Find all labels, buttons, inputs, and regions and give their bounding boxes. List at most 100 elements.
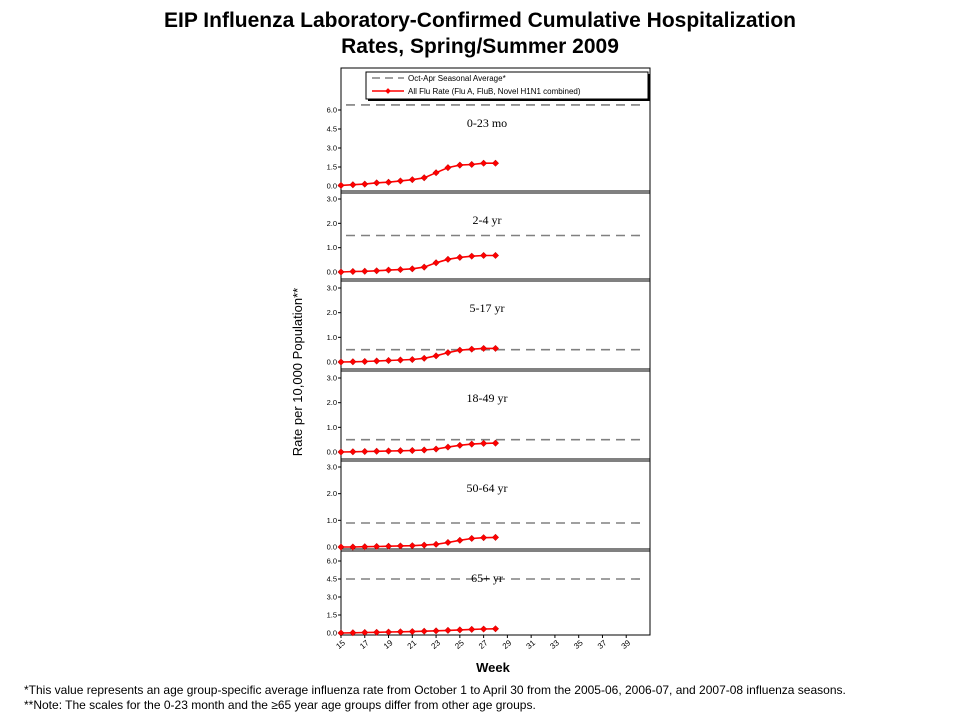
- chart-panels: 0.0 1.5 3.0 4.5 6.0 0-23 mo 0.0 1.0 2.0 3.0 2-4 yr…: [327, 67, 651, 638]
- all-flu-rate-point: [349, 629, 357, 637]
- all-flu-rate-point: [337, 358, 345, 366]
- x-tick-label: 21: [406, 638, 419, 651]
- all-flu-rate-point: [349, 268, 357, 275]
- all-flu-rate-point: [349, 543, 357, 551]
- legend-seasonal-average-label: Oct-Apr Seasonal Average*: [408, 74, 506, 83]
- footnote-scale-note: **Note: The scales for the 0-23 month an…: [24, 698, 536, 712]
- panel-65-yr: 0.0 1.5 3.0 4.5 6.0 65+ yr: [327, 550, 650, 638]
- all-flu-rate-point: [492, 533, 499, 541]
- x-axis: 15 17 19 21 23 25 27 29 31 33 35 37 39: [334, 635, 633, 651]
- all-flu-rate-point: [408, 356, 416, 363]
- y-tick-label: 1.5: [327, 163, 337, 172]
- all-flu-rate-point: [385, 542, 393, 550]
- all-flu-rate-point: [396, 266, 404, 274]
- x-axis-title: Week: [476, 660, 510, 675]
- all-flu-rate-point: [444, 164, 452, 172]
- all-flu-rate-point: [444, 626, 452, 634]
- y-tick-label: 6.0: [327, 106, 337, 115]
- panel-5-17-yr: 0.0 1.0 2.0 3.0 5-17 yr: [327, 280, 650, 370]
- x-tick-label: 15: [334, 638, 347, 651]
- panel-label: 2-4 yr: [473, 213, 502, 227]
- all-flu-rate-point: [385, 266, 393, 274]
- all-flu-rate-point: [396, 356, 404, 364]
- x-tick-label: 31: [525, 638, 538, 651]
- chart-title-line1: EIP Influenza Laboratory-Confirmed Cumul…: [163, 9, 797, 32]
- all-flu-rate-point: [361, 629, 369, 636]
- all-flu-rate-point: [492, 159, 499, 167]
- y-tick-label: 3.0: [327, 463, 337, 472]
- all-flu-rate-point: [337, 181, 345, 189]
- all-flu-rate-point: [349, 448, 357, 456]
- all-flu-rate-point: [492, 625, 499, 633]
- all-flu-rate-point: [349, 181, 357, 189]
- y-tick-label: 3.0: [327, 593, 337, 602]
- all-flu-rate-point: [420, 446, 428, 454]
- all-flu-rate-point: [337, 629, 345, 637]
- all-flu-rate-point: [385, 628, 393, 636]
- all-flu-rate-point: [480, 439, 488, 447]
- all-flu-rate-point: [408, 628, 416, 636]
- all-flu-rate-point: [468, 440, 476, 448]
- panel-2-4-yr: 0.0 1.0 2.0 3.0 2-4 yr: [327, 192, 650, 280]
- all-flu-rate-point: [456, 536, 464, 544]
- all-flu-rate-point: [468, 535, 476, 542]
- x-tick-label: 33: [548, 638, 561, 651]
- all-flu-rate-point: [408, 176, 416, 184]
- y-tick-label: 1.5: [327, 611, 337, 620]
- x-tick-label: 37: [596, 638, 609, 651]
- y-axis-title: Rate per 10,000 Population**: [290, 288, 305, 456]
- panel-50-64-yr: 0.0 1.0 2.0 3.0 50-64 yr: [327, 460, 650, 552]
- all-flu-rate-point: [456, 161, 464, 169]
- all-flu-rate-point: [385, 447, 393, 455]
- all-flu-rate-point: [492, 439, 499, 447]
- all-flu-rate-point: [337, 543, 345, 551]
- all-flu-rate-point: [432, 259, 440, 267]
- all-flu-rate-point: [444, 349, 452, 357]
- all-flu-rate-point: [396, 177, 404, 185]
- all-flu-rate-point: [337, 268, 345, 276]
- all-flu-rate-point: [337, 448, 345, 456]
- all-flu-rate-point: [432, 169, 440, 177]
- y-tick-label: 2.0: [327, 219, 337, 228]
- y-tick-label: 3.0: [327, 144, 337, 153]
- all-flu-rate-point: [396, 628, 404, 636]
- y-tick-label: 2.0: [327, 308, 337, 317]
- all-flu-rate-point: [385, 178, 393, 186]
- all-flu-rate-point: [420, 627, 428, 635]
- all-flu-rate-point: [444, 255, 452, 263]
- all-flu-rate-point: [432, 627, 440, 635]
- all-flu-rate-point: [456, 253, 464, 261]
- panel-label: 0-23 mo: [467, 116, 507, 130]
- y-tick-label: 0.0: [327, 448, 337, 457]
- all-flu-rate-point: [361, 267, 369, 275]
- x-tick-label: 17: [358, 638, 371, 651]
- panel-18-49-yr: 0.0 1.0 2.0 3.0 18-49 yr: [327, 370, 650, 460]
- y-tick-label: 4.5: [327, 575, 337, 584]
- x-tick-label: 27: [477, 638, 490, 651]
- all-flu-rate-point: [385, 357, 393, 364]
- x-tick-label: 39: [620, 638, 633, 651]
- all-flu-rate-point: [373, 447, 381, 455]
- y-tick-label: 4.5: [327, 125, 337, 134]
- all-flu-rate-point: [420, 541, 428, 549]
- all-flu-rate-point: [492, 251, 499, 259]
- all-flu-rate-point: [361, 448, 369, 455]
- all-flu-rate-point: [456, 346, 464, 354]
- y-tick-label: 2.0: [327, 398, 337, 407]
- chart-legend: Oct-Apr Seasonal Average* All Flu Rate (F…: [365, 71, 650, 101]
- y-tick-label: 2.0: [327, 489, 337, 498]
- all-flu-rate-point: [420, 354, 428, 362]
- y-tick-label: 1.0: [327, 243, 337, 252]
- all-flu-rate-point: [468, 345, 476, 353]
- all-flu-rate-point: [408, 265, 416, 273]
- legend-shadow-bottom: [368, 99, 650, 101]
- all-flu-rate-point: [420, 174, 428, 182]
- y-tick-label: 1.0: [327, 516, 337, 525]
- all-flu-rate-point: [456, 441, 464, 449]
- y-tick-label: 0.0: [327, 543, 337, 552]
- all-flu-rate-point: [361, 358, 369, 365]
- chart-title-line2: Rates, Spring/Summer 2009: [341, 35, 619, 58]
- all-flu-rate-point: [349, 358, 357, 366]
- all-flu-rate-point: [396, 447, 404, 455]
